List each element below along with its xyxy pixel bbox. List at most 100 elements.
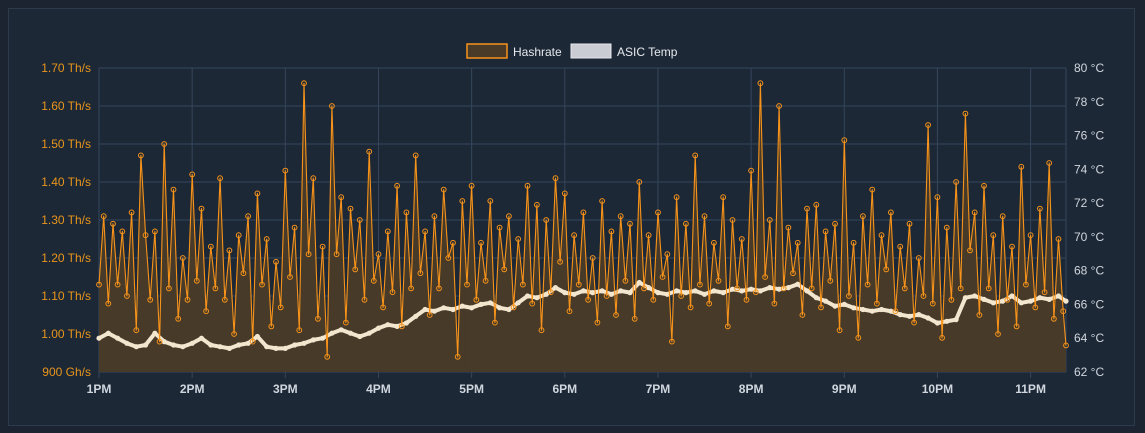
hashrate-point xyxy=(492,319,498,326)
hashrate-point xyxy=(883,266,890,273)
hashrate-point xyxy=(720,194,727,201)
hashrate-point xyxy=(207,243,214,250)
hashrate-point xyxy=(231,331,238,337)
temp-point xyxy=(450,306,456,313)
hashrate-point xyxy=(133,327,140,334)
temp-point xyxy=(897,312,903,318)
legend-label-hashrate[interactable]: Hashrate xyxy=(513,45,562,59)
temp-point xyxy=(96,335,102,341)
y-left-tick-label: 1.60 Th/s xyxy=(41,99,91,113)
temp-point xyxy=(981,296,987,302)
legend-label-temp[interactable]: ASIC Temp xyxy=(617,45,678,59)
hashrate-point xyxy=(818,304,824,311)
hashrate-point xyxy=(841,137,848,144)
temp-point xyxy=(944,318,950,324)
y-left-tick-label: 1.10 Th/s xyxy=(41,289,91,303)
y-left-tick-label: 1.50 Th/s xyxy=(41,137,91,151)
temp-point xyxy=(608,291,615,297)
hashrate-point xyxy=(226,247,233,254)
temp-point xyxy=(925,315,931,321)
hashrate-point xyxy=(538,327,545,334)
x-tick-label: 5PM xyxy=(459,382,484,396)
hashrate-point xyxy=(901,285,908,292)
hashrate-point xyxy=(268,323,275,330)
y-right-tick-label: 70 °C xyxy=(1074,230,1104,244)
hashrate-point xyxy=(221,296,228,303)
temp-point xyxy=(636,279,642,286)
y-right-tick-label: 68 °C xyxy=(1074,264,1104,278)
hashrate-point xyxy=(547,289,554,296)
hashrate-point xyxy=(1032,304,1039,311)
hashrate-point xyxy=(198,205,205,212)
hashrate-point xyxy=(301,80,307,87)
hashrate-point xyxy=(422,228,429,235)
hashrate-point xyxy=(249,338,256,345)
temp-point xyxy=(543,291,549,297)
hashrate-point xyxy=(287,274,293,280)
hashrate-point xyxy=(96,281,102,288)
hashrate-point xyxy=(338,194,345,201)
temp-point xyxy=(133,344,139,350)
temp-point xyxy=(273,345,279,351)
hashrate-point xyxy=(1063,342,1069,349)
hashrate-point xyxy=(259,281,265,288)
temp-point xyxy=(459,303,465,309)
temp-point xyxy=(245,340,251,346)
hashrate-point xyxy=(1041,289,1048,296)
hashrate-point xyxy=(403,209,410,216)
x-tick-label: 6PM xyxy=(552,382,577,396)
hashrate-point xyxy=(860,213,866,220)
hashrate-point xyxy=(468,182,475,189)
hashrate-point xyxy=(128,209,135,216)
hashrate-point xyxy=(482,277,489,284)
hashrate-point xyxy=(561,190,568,197)
temp-point xyxy=(739,288,745,294)
hashrate-point xyxy=(645,232,652,239)
temp-point xyxy=(515,300,521,306)
hashrate-point xyxy=(375,251,382,258)
y-left-tick-label: 1.00 Th/s xyxy=(41,327,91,341)
hashrate-point xyxy=(1060,308,1067,315)
hashrate-point xyxy=(575,281,582,288)
temp-point xyxy=(906,313,913,319)
hashrate-point xyxy=(855,334,862,341)
hashrate-point xyxy=(524,182,531,189)
temp-point xyxy=(692,288,698,294)
hashrate-point xyxy=(1018,163,1025,170)
temp-point xyxy=(329,330,335,336)
hashrate-point xyxy=(878,232,885,239)
hashrate-point xyxy=(100,213,107,220)
temp-point xyxy=(497,305,503,311)
legend-swatch-hashrate[interactable] xyxy=(466,43,508,59)
hashrate-point xyxy=(1055,236,1062,242)
hashrate-point xyxy=(673,194,680,201)
hashrate-point xyxy=(291,224,298,231)
temp-point xyxy=(748,286,754,292)
hashrate-point xyxy=(478,239,484,246)
hashrate-point xyxy=(152,228,158,235)
temp-point xyxy=(226,345,232,351)
temp-point xyxy=(264,344,270,350)
hashrate-point xyxy=(715,277,722,284)
temp-point xyxy=(916,312,922,318)
temp-point xyxy=(674,288,680,294)
hashrate-point xyxy=(627,220,633,227)
hashrate-point xyxy=(384,228,391,235)
x-tick-label: 1PM xyxy=(87,382,112,396)
temp-point xyxy=(888,308,894,314)
temp-point xyxy=(1037,295,1043,301)
hashrate-point xyxy=(981,182,987,189)
x-tick-label: 11PM xyxy=(1015,382,1046,396)
hashrate-point xyxy=(995,331,1001,337)
temp-point xyxy=(301,340,307,346)
hashrate-point xyxy=(580,209,587,216)
hashrate-point xyxy=(1027,232,1034,239)
temp-point xyxy=(832,303,838,309)
hashrate-point xyxy=(943,224,950,231)
hashrate-point xyxy=(184,296,191,303)
hashrate-point xyxy=(659,274,666,280)
legend-swatch-temp[interactable] xyxy=(570,43,612,59)
hashrate-point xyxy=(431,213,438,220)
hashrate-point xyxy=(962,110,969,117)
hashrate-line xyxy=(98,82,1067,358)
